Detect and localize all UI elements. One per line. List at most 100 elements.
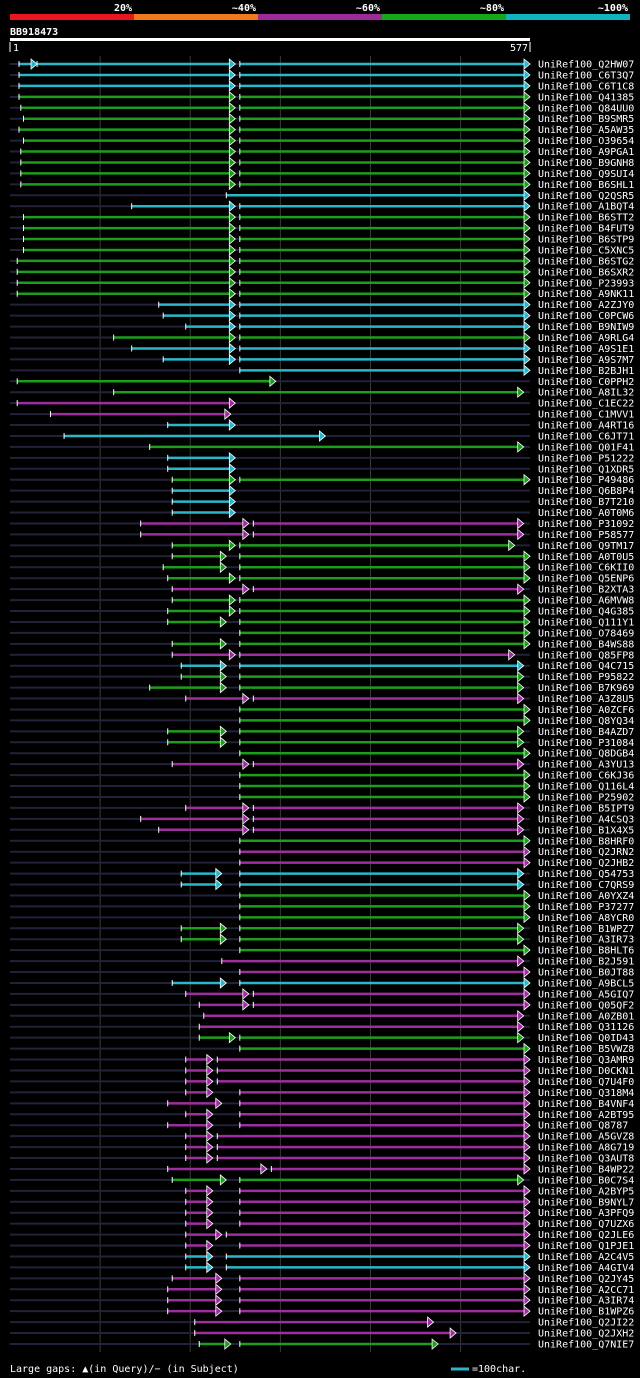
hit-label[interactable]: UniRef100_B5VWZ8 [538, 1044, 634, 1055]
hit-label[interactable]: UniRef100_A0YXZ4 [538, 891, 634, 902]
hit-row[interactable]: UniRef100_B9NIW9 [10, 320, 634, 334]
hit-row[interactable]: UniRef100_Q116L4 [10, 780, 634, 793]
hit-row[interactable]: UniRef100_A3YU13 [10, 758, 634, 771]
hit-label[interactable]: UniRef100_B1X4X5 [538, 825, 634, 836]
hit-row[interactable]: UniRef100_Q2JY45 [10, 1272, 634, 1285]
hit-row[interactable]: UniRef100_A6MVW8 [10, 594, 634, 607]
hit-label[interactable]: UniRef100_A9S7M7 [538, 355, 634, 366]
hit-row[interactable]: UniRef100_B6STT2 [10, 211, 634, 224]
hit-row[interactable]: UniRef100_B9NYL7 [10, 1195, 634, 1209]
hit-label[interactable]: UniRef100_B7K969 [538, 683, 634, 694]
hit-row[interactable]: UniRef100_A5AW35 [10, 123, 634, 136]
hit-label[interactable]: UniRef100_Q8DGB4 [538, 749, 634, 760]
hit-label[interactable]: UniRef100_B9GNH8 [538, 158, 634, 169]
hit-row[interactable]: UniRef100_A1BQT4 [10, 200, 634, 213]
hit-label[interactable]: UniRef100_B0C7S4 [538, 1175, 634, 1186]
hit-label[interactable]: UniRef100_B4WP22 [538, 1164, 634, 1175]
hit-label[interactable]: UniRef100_A9S1E1 [538, 344, 634, 355]
hit-label[interactable]: UniRef100_Q8787 [538, 1121, 628, 1132]
hit-row[interactable]: UniRef100_Q2JRN2 [10, 845, 634, 859]
hit-label[interactable]: UniRef100_A1BQT4 [538, 202, 634, 213]
hit-label[interactable]: UniRef100_Q05QF2 [538, 1000, 634, 1011]
hit-row[interactable]: UniRef100_Q6B8P4 [10, 484, 634, 498]
hit-row[interactable]: UniRef100_B5IPT9 [10, 802, 634, 815]
hit-row[interactable]: UniRef100_Q2QSR5 [10, 189, 634, 202]
hit-label[interactable]: UniRef100_C0PCW6 [538, 311, 634, 322]
hit-label[interactable]: UniRef100_Q9TM17 [538, 541, 634, 552]
hit-label[interactable]: UniRef100_C6T1C8 [538, 81, 634, 92]
hit-row[interactable]: UniRef100_P31084 [10, 736, 634, 749]
hit-row[interactable]: UniRef100_Q41385 [10, 90, 634, 104]
hit-row[interactable]: UniRef100_A9S1E1 [10, 342, 634, 355]
hit-label[interactable]: UniRef100_A3PFQ9 [538, 1208, 634, 1219]
hit-row[interactable]: UniRef100_C6KJ36 [10, 769, 634, 782]
hit-label[interactable]: UniRef100_B6STT2 [538, 213, 634, 224]
hit-row[interactable]: UniRef100_P58577 [10, 528, 634, 541]
hit-label[interactable]: UniRef100_A5GVZ8 [538, 1132, 634, 1143]
hit-row[interactable]: UniRef100_B9SMR5 [10, 112, 634, 126]
hit-label[interactable]: UniRef100_C1MVV1 [538, 410, 634, 421]
hit-label[interactable]: UniRef100_Q318M4 [538, 1088, 634, 1099]
hit-label[interactable]: UniRef100_A4GIV4 [538, 1263, 634, 1274]
hit-row[interactable]: UniRef100_Q85FP8 [10, 648, 634, 662]
hit-label[interactable]: UniRef100_A4CSQ3 [538, 814, 634, 825]
hit-label[interactable]: UniRef100_A9PGA1 [538, 147, 634, 158]
hit-label[interactable]: UniRef100_P95822 [538, 672, 634, 683]
hit-row[interactable]: UniRef100_B9GNH8 [10, 156, 634, 169]
hit-row[interactable]: UniRef100_C0PCW6 [10, 309, 634, 323]
hit-row[interactable]: UniRef100_A9RLG4 [10, 331, 634, 345]
hit-label[interactable]: UniRef100_B4WS88 [538, 639, 634, 650]
hit-row[interactable]: UniRef100_B2BJH1 [10, 364, 634, 377]
hit-label[interactable]: UniRef100_A5AW35 [538, 125, 634, 136]
hit-label[interactable]: UniRef100_A9BCL5 [538, 978, 634, 989]
hit-label[interactable]: UniRef100_B9NYL7 [538, 1197, 634, 1208]
hit-label[interactable]: UniRef100_B6STP9 [538, 235, 634, 246]
hit-label[interactable]: UniRef100_Q7U4F0 [538, 1077, 634, 1088]
hit-label[interactable]: UniRef100_A6MVW8 [538, 596, 634, 607]
hit-row[interactable]: UniRef100_A5GVZ8 [10, 1130, 634, 1143]
hit-label[interactable]: UniRef100_Q5ENP6 [538, 574, 634, 585]
hit-row[interactable]: UniRef100_B4WP22 [10, 1163, 634, 1176]
hit-row[interactable]: UniRef100_B6SHL1 [10, 178, 634, 191]
hit-label[interactable]: UniRef100_P51222 [538, 453, 634, 464]
hit-row[interactable]: UniRef100_Q8DGB4 [10, 747, 634, 760]
hit-label[interactable]: UniRef100_A3IR73 [538, 935, 634, 946]
hit-label[interactable]: UniRef100_Q41385 [538, 92, 634, 103]
hit-label[interactable]: UniRef100_B9SMR5 [538, 114, 634, 125]
hit-label[interactable]: UniRef100_P58577 [538, 530, 634, 541]
hit-label[interactable]: UniRef100_A0ZB01 [538, 1011, 634, 1022]
hit-label[interactable]: UniRef100_Q54753 [538, 869, 634, 880]
hit-label[interactable]: UniRef100_Q9SUI4 [538, 169, 634, 180]
hit-row[interactable]: UniRef100_A8YCR0 [10, 911, 634, 924]
hit-label[interactable]: UniRef100_A3Z8U5 [538, 694, 634, 705]
hit-row[interactable]: UniRef100_Q111Y1 [10, 616, 634, 629]
hit-label[interactable]: UniRef100_A2C4V5 [538, 1252, 634, 1263]
hit-label[interactable]: UniRef100_A9RLG4 [538, 333, 634, 344]
hit-row[interactable]: UniRef100_Q5ENP6 [10, 572, 634, 585]
hit-row[interactable]: UniRef100_Q01F41 [10, 441, 634, 454]
hit-row[interactable]: UniRef100_Q0ID43 [10, 1031, 634, 1045]
hit-row[interactable]: UniRef100_P51222 [10, 451, 634, 465]
hit-row[interactable]: UniRef100_A2BT95 [10, 1108, 634, 1121]
hit-row[interactable]: UniRef100_Q3AUT8 [10, 1152, 634, 1165]
hit-row[interactable]: UniRef100_Q7UZX6 [10, 1217, 634, 1231]
hit-row[interactable]: UniRef100_P37277 [10, 900, 634, 913]
hit-row[interactable]: UniRef100_A0T0M6 [10, 506, 634, 520]
hit-label[interactable]: UniRef100_C7QRS9 [538, 880, 634, 891]
hit-row[interactable]: UniRef100_P49486 [10, 473, 634, 487]
hit-row[interactable]: UniRef100_A0YXZ4 [10, 889, 634, 902]
hit-label[interactable]: UniRef100_Q2HW07 [538, 60, 634, 71]
hit-label[interactable]: UniRef100_B1WPZ6 [538, 1307, 634, 1318]
hit-row[interactable]: UniRef100_C6JT71 [10, 430, 634, 443]
hit-label[interactable]: UniRef100_A8IL32 [538, 388, 634, 399]
hit-row[interactable]: UniRef100_A0ZCF6 [10, 703, 634, 716]
hit-row[interactable]: UniRef100_B5VWZ8 [10, 1042, 634, 1056]
hit-row[interactable]: UniRef100_B6SXR2 [10, 266, 634, 279]
hit-row[interactable]: UniRef100_P31092 [10, 517, 634, 530]
hit-row[interactable]: UniRef100_Q2JXH2 [10, 1327, 634, 1340]
hit-label[interactable]: UniRef100_B8HLT6 [538, 946, 634, 957]
hit-row[interactable]: UniRef100_Q1PJE1 [10, 1239, 634, 1253]
hit-label[interactable]: UniRef100_Q8YQ34 [538, 716, 634, 727]
hit-row[interactable]: UniRef100_A3Z8U5 [10, 692, 634, 706]
hit-row[interactable]: UniRef100_A2CC71 [10, 1283, 634, 1296]
